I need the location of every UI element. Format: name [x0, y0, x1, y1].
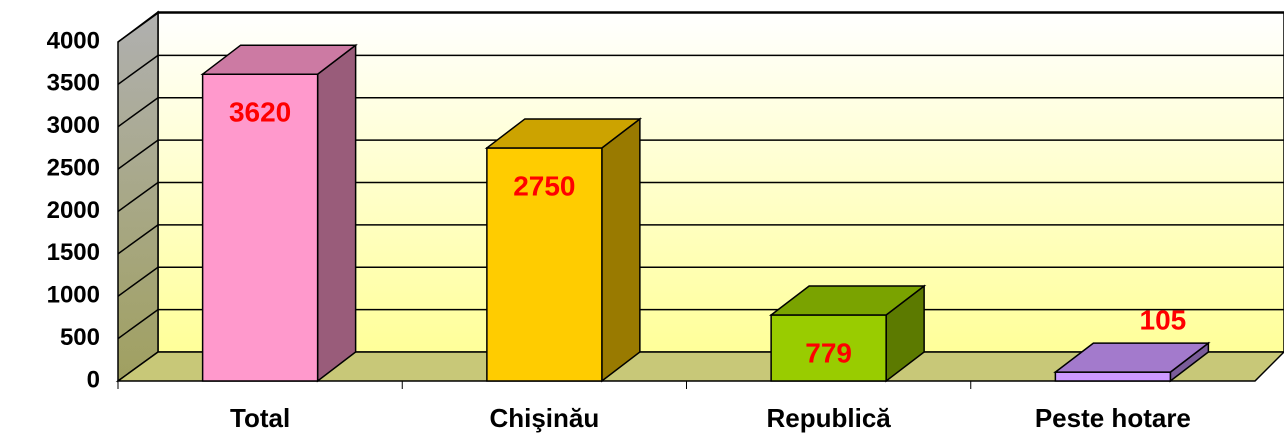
grid-line [117, 12, 1284, 43]
bar-top [768, 285, 927, 316]
x-tick-label: Peste hotare [1035, 403, 1191, 433]
grid-line [117, 97, 1284, 128]
y-tick-label: 1000 [47, 282, 100, 309]
y-tick-label: 1500 [47, 239, 100, 266]
bar [1054, 371, 1172, 382]
value-label: 105 [1140, 304, 1187, 335]
y-tick-label: 2500 [47, 154, 100, 181]
x-tick-label: Total [230, 403, 290, 433]
x-tick-label: Republică [767, 403, 892, 433]
y-tick-label: 500 [60, 324, 100, 351]
bar-top [484, 118, 643, 149]
bar [770, 314, 887, 382]
value-label: 2750 [513, 170, 575, 201]
bar-side [601, 117, 641, 383]
y-tick-label: 3000 [47, 112, 100, 139]
bar-top [200, 44, 358, 75]
bar-top [1053, 342, 1211, 373]
y-tick-label: 3500 [47, 70, 100, 97]
grid-line [117, 181, 1284, 213]
y-tick-label: 0 [87, 366, 100, 393]
grid-line [117, 54, 1284, 85]
grid-line [117, 266, 1284, 297]
value-label: 779 [805, 337, 852, 368]
y-tick-label: 2000 [47, 197, 100, 224]
bar-side [316, 43, 357, 383]
grid-line [117, 224, 1284, 255]
value-label: 3620 [229, 97, 291, 128]
y-tick-label: 4000 [47, 27, 100, 54]
bar [201, 73, 319, 382]
grid-line [117, 139, 1284, 170]
x-tick-label: Chişinău [489, 403, 599, 433]
